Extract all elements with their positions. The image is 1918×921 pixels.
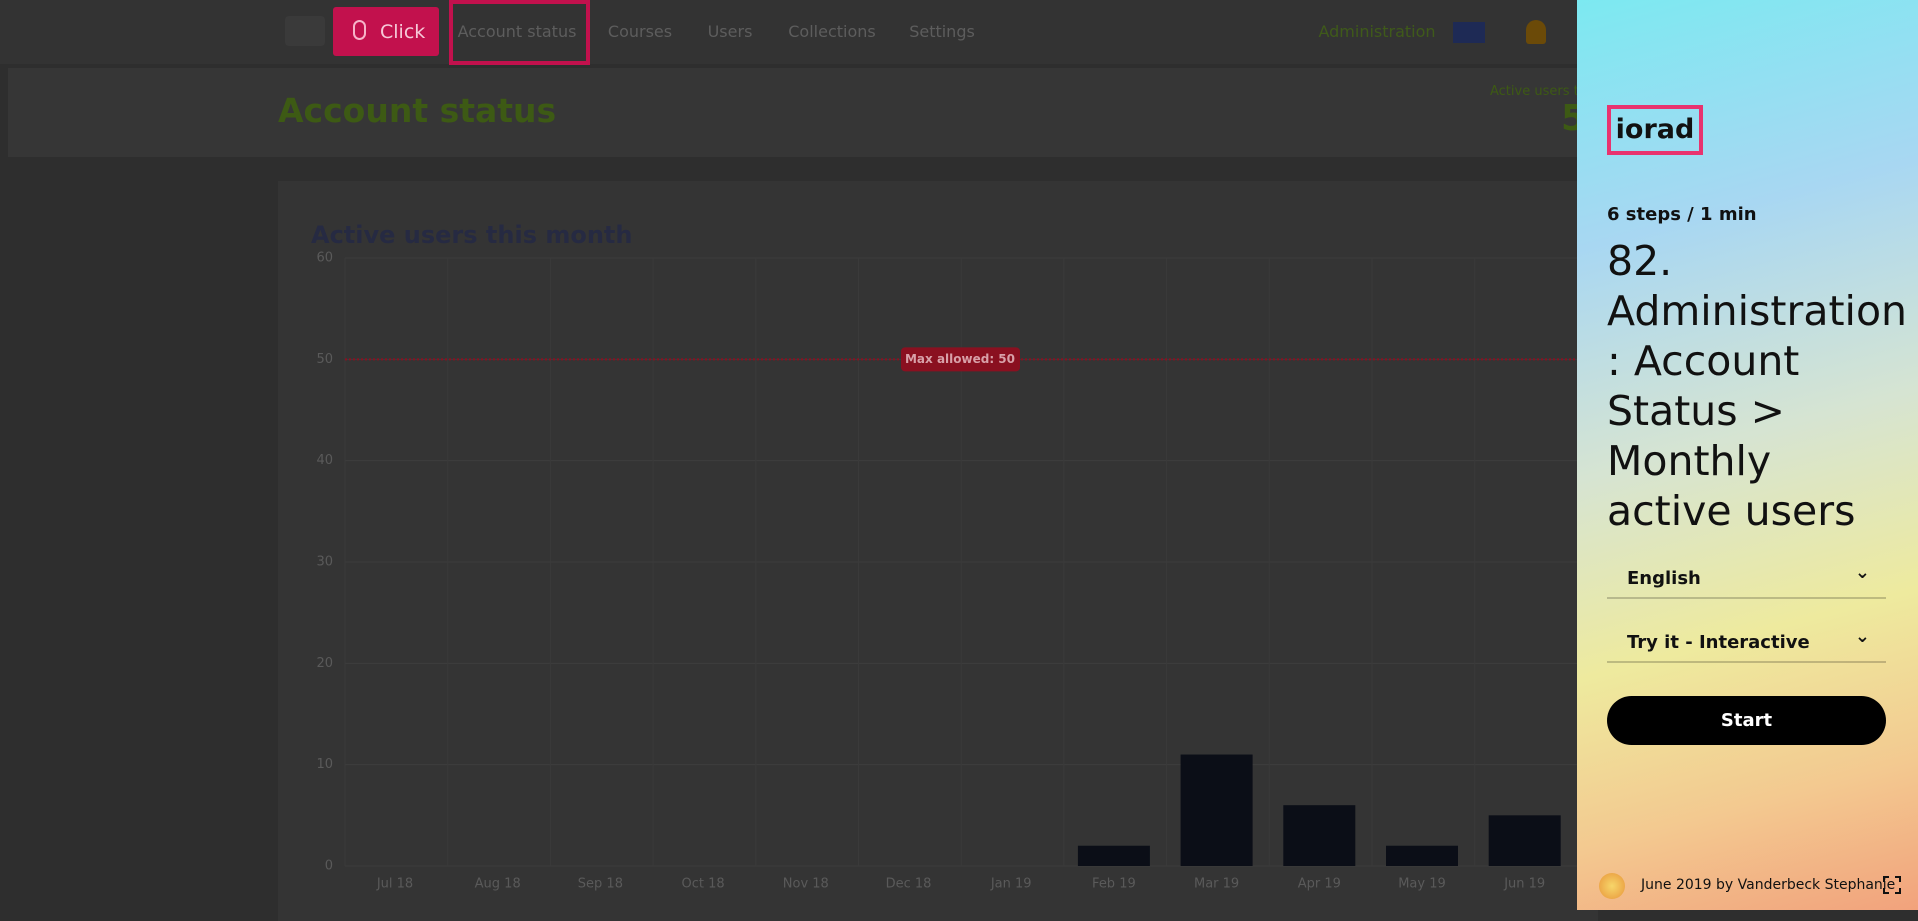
x-tick-label: Feb 19	[1092, 877, 1136, 892]
bar	[1077, 845, 1150, 866]
page-header: Account status Active users t 5	[8, 68, 1588, 157]
nav-item[interactable]: Account status	[457, 22, 577, 41]
x-tick-label: Aug 18	[475, 877, 521, 892]
logo-placeholder	[285, 16, 325, 46]
y-tick-label: 40	[316, 453, 333, 468]
reference-label: Max allowed: 50	[905, 352, 1015, 366]
y-tick-label: 30	[316, 555, 333, 570]
chart-card	[278, 181, 1598, 921]
x-tick-label: Mar 19	[1194, 877, 1239, 892]
x-tick-label: Jun 19	[1503, 877, 1545, 892]
click-hint: Click	[333, 7, 439, 56]
bar	[1180, 754, 1253, 866]
flag-icon[interactable]	[1453, 22, 1485, 43]
author-avatar	[1599, 873, 1625, 899]
page-title: Account status	[278, 91, 557, 130]
logo: iorad	[1607, 105, 1703, 155]
x-tick-label: Sep 18	[578, 877, 623, 892]
chart-title: Active users this month	[311, 221, 632, 249]
meta: 6 steps / 1 min	[1607, 204, 1757, 225]
x-tick-label: Jul 18	[376, 877, 413, 892]
admin-menu[interactable]: Administration	[1318, 22, 1436, 41]
tutorial-title: 82. Administration : Account Status > Mo…	[1607, 237, 1908, 535]
x-tick-label: Jan 19	[990, 877, 1032, 892]
stat-label: Active users t	[1490, 84, 1579, 99]
mode-select[interactable]: Try it - Interactive	[1607, 626, 1886, 663]
nav-item[interactable]: Courses	[607, 22, 673, 41]
bell-icon[interactable]	[1526, 20, 1546, 44]
nav-item[interactable]: Collections	[788, 22, 876, 41]
reference-label-box	[901, 347, 1020, 372]
x-tick-label: Oct 18	[682, 877, 725, 892]
language-select[interactable]: English	[1607, 562, 1886, 599]
y-tick-label: 50	[316, 352, 333, 367]
y-tick-label: 20	[316, 656, 333, 671]
x-tick-label: Nov 18	[783, 877, 829, 892]
y-tick-label: 0	[325, 859, 333, 874]
nav-item[interactable]: Settings	[909, 22, 975, 41]
x-tick-label: Dec 18	[886, 877, 932, 892]
highlight-box	[449, 0, 590, 65]
side-panel: iorad 6 steps / 1 min 82. Administration…	[1577, 0, 1918, 910]
bar	[1386, 845, 1458, 866]
bar	[1283, 805, 1356, 866]
nav-item[interactable]: Users	[707, 22, 753, 41]
x-tick-label: Apr 19	[1298, 877, 1341, 892]
y-tick-label: 60	[316, 251, 333, 266]
y-tick-label: 10	[316, 757, 333, 772]
start-button[interactable]: Start	[1607, 696, 1886, 745]
click-text: Click	[380, 21, 426, 43]
footer-text: June 2019 by Vanderbeck Stephanie	[1641, 877, 1896, 893]
x-tick-label: May 19	[1398, 877, 1446, 892]
bar	[1488, 815, 1561, 866]
fullscreen-icon[interactable]	[1883, 876, 1901, 894]
mouse-icon	[353, 20, 366, 40]
